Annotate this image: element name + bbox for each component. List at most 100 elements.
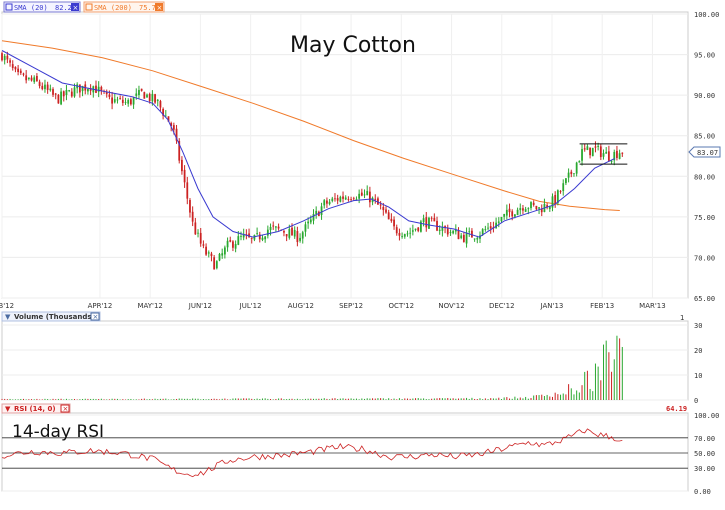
volume-bar: [359, 399, 360, 400]
volume-bar: [270, 399, 271, 400]
candle-body: [240, 236, 242, 237]
volume-bar: [130, 399, 131, 400]
rsi-header[interactable]: ▼ RSI (14, 0): [2, 404, 70, 413]
x-tick-label: MAR'13: [639, 302, 666, 310]
volume-bar: [222, 399, 223, 400]
volume-bar: [399, 398, 400, 400]
volume-bar: [157, 399, 158, 400]
candle-body: [302, 232, 304, 238]
volume-bar: [353, 399, 354, 400]
candle-body: [47, 85, 49, 90]
candle-body: [194, 222, 196, 234]
volume-bar: [297, 399, 298, 400]
candle-body: [603, 153, 605, 157]
volume-bar: [565, 394, 566, 400]
volume-bar: [28, 399, 29, 400]
rsi-close-button[interactable]: ×: [61, 405, 69, 413]
candle-body: [122, 100, 124, 103]
volume-bar: [184, 399, 185, 400]
candle-body: [25, 75, 27, 80]
volume-bar: [265, 398, 266, 400]
volume-bar: [133, 399, 134, 400]
sma20-legend[interactable]: SMA (20) 82.21: [4, 2, 80, 12]
candle-body: [573, 173, 575, 174]
volume-bar: [466, 398, 467, 400]
volume-bar: [461, 398, 462, 400]
candle-body: [130, 99, 132, 104]
last-price-marker: 83.07: [689, 147, 720, 157]
volume-bar: [181, 399, 182, 400]
volume-bar: [584, 372, 585, 400]
sma20-legend-label: SMA (20): [14, 4, 48, 12]
volume-bar: [568, 384, 569, 400]
rsi-last-value: 64.19: [666, 405, 687, 413]
volume-bar: [101, 399, 102, 400]
candle-body: [39, 82, 41, 86]
close-icon: ×: [73, 4, 79, 12]
candle-body: [361, 193, 363, 196]
volume-header[interactable]: ▼ Volume (Thousands): [2, 312, 100, 321]
candle-body: [321, 206, 323, 215]
volume-bar: [453, 398, 454, 400]
volume-bar: [498, 398, 499, 400]
sma200-close-button[interactable]: ×: [155, 3, 163, 12]
candle-body: [423, 218, 425, 222]
volume-bar: [603, 345, 604, 400]
volume-bar: [195, 399, 196, 400]
volume-bar: [412, 398, 413, 400]
volume-bar: [463, 398, 464, 400]
candle-body: [581, 149, 583, 161]
volume-bar: [283, 399, 284, 400]
candle-body: [586, 146, 588, 150]
volume-bar: [364, 399, 365, 400]
candle-body: [385, 209, 387, 212]
candle-body: [401, 236, 403, 237]
volume-bar: [496, 399, 497, 400]
candle-body: [52, 89, 54, 95]
volume-bar: [7, 399, 8, 400]
candle-body: [232, 241, 234, 247]
rsi-y-tick-label: 70.00: [694, 435, 715, 443]
candle-body: [517, 210, 519, 215]
volume-close-button[interactable]: ×: [91, 313, 99, 321]
candle-body: [270, 227, 272, 230]
volume-bar: [477, 399, 478, 400]
candle-body: [291, 228, 293, 236]
candle-body: [55, 94, 57, 95]
candle-body: [264, 237, 266, 240]
sma200-legend[interactable]: SMA (200) 75.78: [84, 2, 164, 12]
candle-body: [197, 233, 199, 234]
sma200-legend-label: SMA (200): [94, 4, 132, 12]
candle-body: [576, 163, 578, 174]
volume-bar: [348, 399, 349, 400]
candle-body: [221, 253, 223, 255]
volume-bar: [356, 399, 357, 400]
volume-bar: [42, 399, 43, 400]
volume-bar: [179, 398, 180, 400]
x-tick-label: NOV'12: [438, 302, 464, 310]
volume-bar: [343, 398, 344, 400]
volume-bar: [58, 399, 59, 400]
volume-bar: [77, 399, 78, 400]
volume-bar: [281, 398, 282, 400]
volume-bar: [369, 399, 370, 400]
volume-bar: [404, 398, 405, 400]
candle-body: [235, 244, 237, 249]
volume-bar: [160, 399, 161, 400]
volume-bar: [426, 399, 427, 400]
candle-body: [60, 92, 62, 105]
volume-bar: [55, 399, 56, 400]
candle-body: [388, 212, 390, 219]
price-y-tick-label: 95.00: [694, 52, 715, 60]
volume-bar: [576, 390, 577, 400]
volume-bar: [351, 398, 352, 400]
sma20-close-button[interactable]: ×: [71, 3, 79, 12]
volume-bar: [600, 380, 601, 400]
candle-body: [404, 234, 406, 237]
candle-body: [219, 254, 221, 261]
candle-body: [533, 203, 535, 205]
candle-body: [138, 90, 140, 95]
candle-body: [68, 90, 70, 91]
volume-bar: [549, 396, 550, 400]
